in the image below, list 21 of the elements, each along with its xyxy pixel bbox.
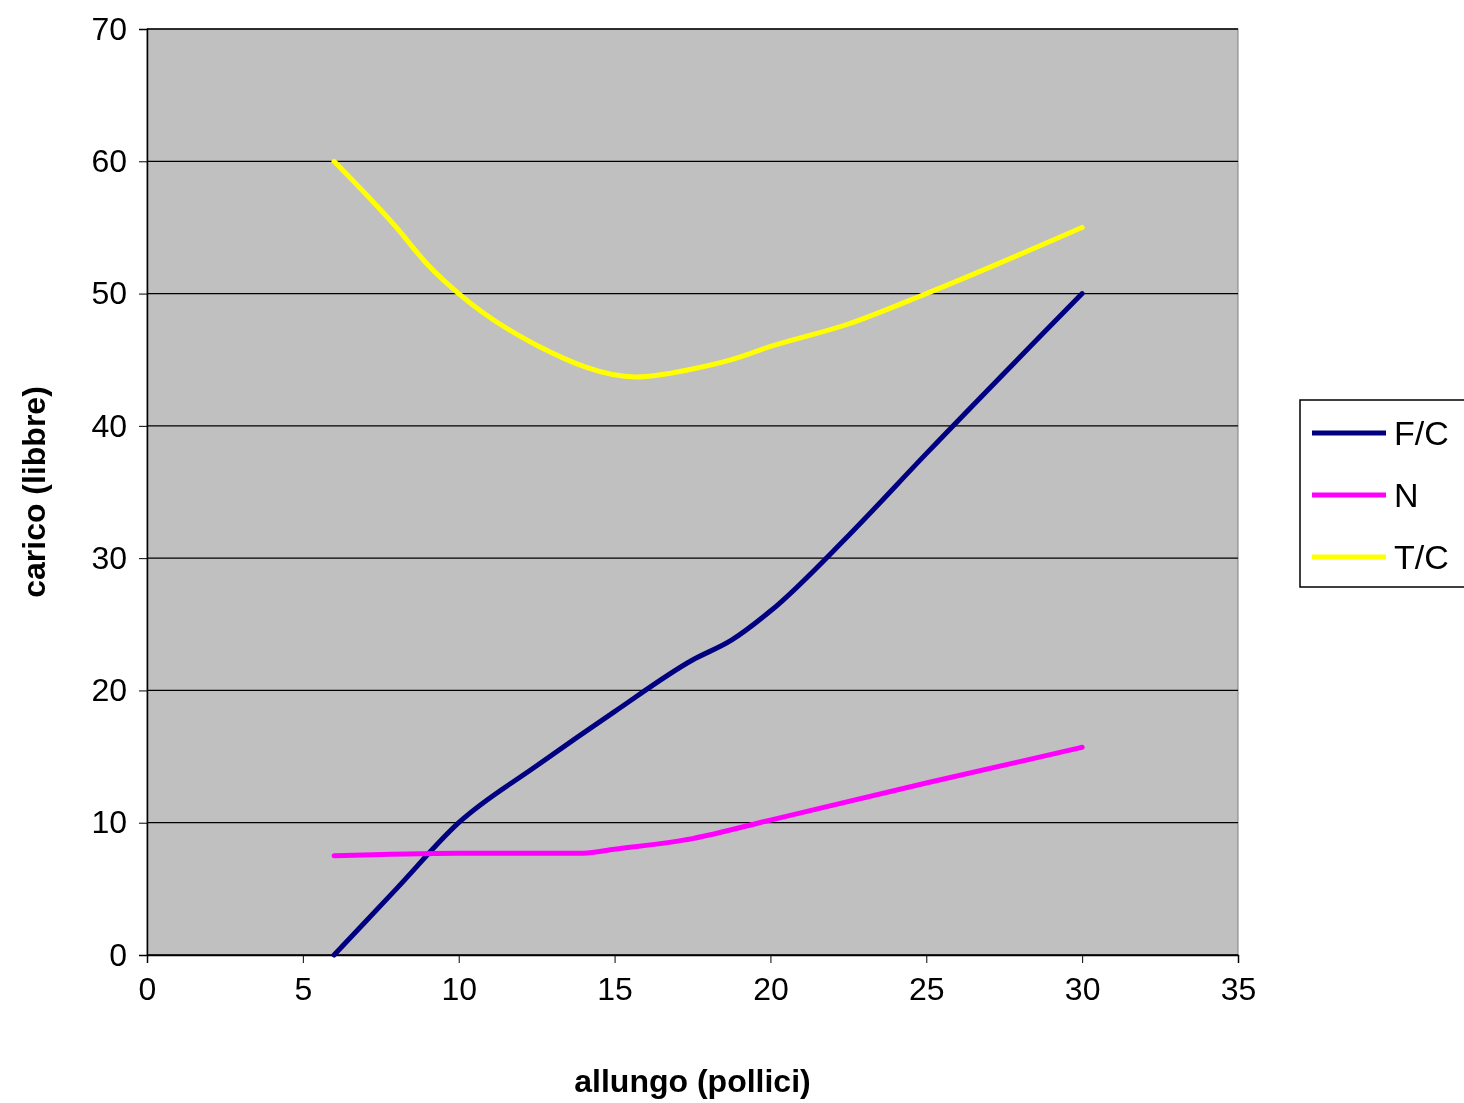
y-tick-label: 40 — [91, 407, 127, 444]
y-tick-label: 30 — [91, 539, 127, 576]
y-tick-label: 0 — [109, 936, 127, 973]
x-tick-label: 15 — [597, 970, 633, 1007]
x-tick-label: 20 — [753, 970, 789, 1007]
x-tick-label: 10 — [441, 970, 478, 1007]
y-tick-label: 70 — [91, 10, 127, 47]
x-tick-label: 25 — [908, 970, 945, 1007]
y-tick-label: 10 — [91, 804, 127, 841]
x-axis-title: allungo (pollici) — [574, 1063, 811, 1099]
legend-label: N — [1394, 476, 1419, 514]
legend-label: F/C — [1394, 414, 1449, 452]
y-tick-label: 20 — [91, 672, 127, 709]
y-tick-label: 50 — [91, 275, 127, 312]
y-axis-title: carico (libbre) — [16, 386, 52, 598]
legend-label: T/C — [1394, 538, 1449, 576]
x-tick-label: 5 — [294, 970, 313, 1007]
x-tick-label: 35 — [1220, 970, 1257, 1007]
x-tick-label: 0 — [138, 970, 157, 1007]
x-tick-label: 30 — [1064, 970, 1101, 1007]
y-tick-label: 60 — [91, 143, 127, 180]
